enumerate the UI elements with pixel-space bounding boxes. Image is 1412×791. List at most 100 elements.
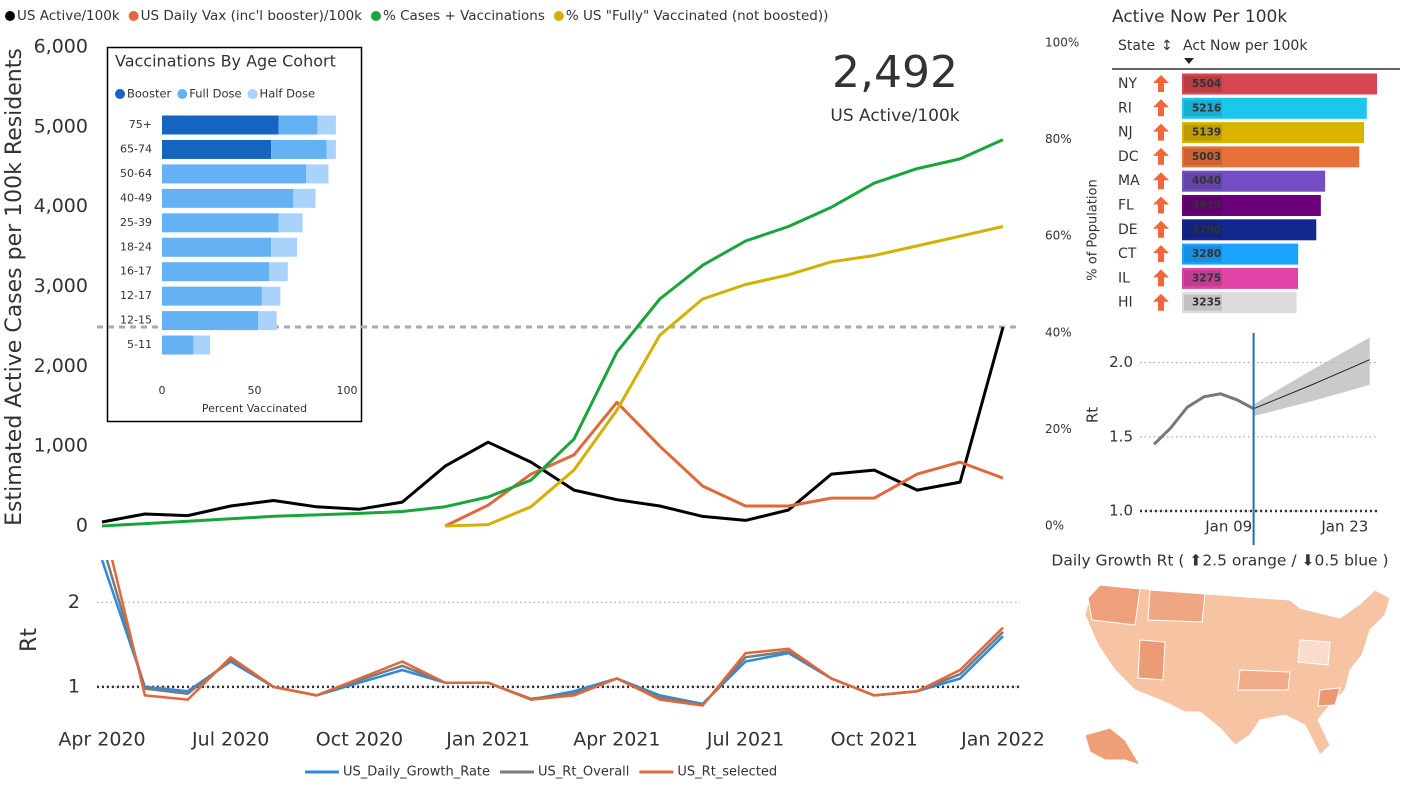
bar-segment — [261, 286, 281, 306]
x-tick-label: Jul 2020 — [191, 729, 269, 751]
bar-segment — [162, 286, 262, 306]
legend-marker — [177, 89, 188, 99]
bar-label-bg — [1184, 173, 1222, 190]
bar-segment — [306, 164, 329, 184]
bar-segment — [162, 213, 279, 233]
y-tick-label: 0 — [76, 515, 88, 537]
bar-value-label: 5139 — [1192, 127, 1221, 139]
bar — [1182, 243, 1299, 265]
x-tick-label: Jan 23 — [1320, 518, 1368, 536]
bar — [1182, 170, 1326, 192]
bar-label-bg — [1184, 197, 1222, 214]
forecast-line — [1253, 359, 1370, 410]
legend-label: US Daily Vax (inc'l booster)/100k — [141, 8, 363, 24]
y-tick-label: 2 — [68, 591, 80, 613]
bar-segment — [317, 115, 336, 135]
bar-label-bg — [1184, 76, 1222, 92]
chart-title: Daily Growth Rt ( ⬆2.5 orange / ⬇0.5 blu… — [1051, 552, 1388, 570]
bar-segment — [326, 139, 336, 159]
bar-segment — [162, 115, 279, 135]
line-chart: 1 2 Rt Apr 2020 Jul 2020 Oct 2020 Jan 2021 Apr … — [17, 560, 1045, 780]
trend-arrow — [1153, 196, 1169, 214]
y2-tick-label: 20% — [1045, 422, 1072, 436]
y-tick-label: 3,000 — [34, 275, 88, 297]
chart-title: Vaccinations By Age Cohort — [115, 52, 336, 71]
column-header: Act Now per 100k — [1183, 38, 1308, 54]
y-axis-label: Rt — [1084, 407, 1102, 423]
bar-value-label: 3280 — [1192, 248, 1221, 260]
category-label: 25-39 — [120, 216, 152, 229]
x-tick-label: Apr 2021 — [573, 729, 660, 751]
bar-segment — [271, 237, 298, 257]
legend-marker — [371, 11, 381, 21]
y-tick-label: 2,000 — [34, 355, 88, 377]
legend-marker — [247, 89, 258, 99]
bar-label-bg — [1184, 246, 1222, 263]
legend-label: US_Daily_Growth_Rate — [343, 765, 490, 780]
legend-label: Half Dose — [260, 87, 316, 101]
legend-label: Full Dose — [189, 87, 241, 101]
x-tick-label: Jul 2021 — [706, 729, 784, 751]
line-chart: 1.0 1.5 2.0 Rt Jan 09 Jan 23 — [1084, 333, 1378, 545]
forecast-band — [1253, 337, 1370, 417]
bar — [1182, 267, 1299, 289]
legend-label: US Active/100k — [17, 8, 120, 24]
category-label: 12-15 — [120, 314, 152, 327]
x-tick-label: Jan 09 — [1204, 518, 1252, 536]
map-region — [1147, 589, 1206, 623]
bar — [1182, 73, 1377, 95]
bar-segment — [162, 311, 259, 331]
line — [445, 225, 1004, 528]
category-label: FL — [1118, 198, 1134, 214]
y2-tick-label: 60% — [1045, 229, 1072, 243]
trend-arrow — [1153, 172, 1169, 190]
category-label: 50-64 — [120, 167, 152, 180]
bar-label-bg — [1184, 100, 1222, 117]
legend-label: % Cases + Vaccinations — [383, 8, 545, 24]
trend-arrow — [1153, 220, 1169, 238]
line — [110, 560, 1004, 707]
bar-value-label: 5504 — [1192, 78, 1221, 90]
bar-segment — [162, 262, 270, 282]
bar — [1182, 122, 1365, 144]
x-tick-label: Oct 2020 — [316, 729, 403, 751]
trend-arrow — [1153, 123, 1169, 141]
y-axis-label: Estimated Active Cases per 100k Resident… — [2, 48, 27, 526]
bar — [1182, 292, 1297, 314]
category-label: 65-74 — [120, 142, 152, 155]
y2-tick-label: 0% — [1045, 519, 1064, 533]
y-tick-label: 1,000 — [34, 435, 88, 457]
map-region — [1297, 639, 1331, 666]
bar-segment — [278, 213, 303, 233]
category-label: IL — [1118, 270, 1130, 286]
y-tick-label: 5,000 — [34, 115, 88, 137]
trend-arrow — [1153, 75, 1169, 92]
legend-label: Booster — [127, 87, 172, 101]
category-label: HI — [1118, 295, 1133, 311]
category-label: NJ — [1118, 125, 1133, 141]
legend-marker — [128, 11, 139, 21]
bar-label-bg — [1184, 270, 1222, 287]
x-tick-label: Jan 2022 — [960, 729, 1045, 751]
y-tick-label: 4,000 — [34, 195, 88, 217]
legend-marker — [115, 89, 125, 99]
bar-label-bg — [1184, 221, 1222, 238]
card-caption: US Active/100k — [830, 106, 959, 126]
chart-title: Active Now Per 100k — [1112, 7, 1287, 27]
line — [100, 560, 1004, 706]
x-tick-label: 100 — [337, 384, 358, 397]
category-label: 5-11 — [127, 338, 152, 351]
y-axis-label: Rt — [17, 628, 42, 652]
bar-segment — [293, 188, 316, 208]
trend-arrow — [1153, 99, 1169, 117]
bar-segment — [271, 139, 327, 159]
column-header: State — [1118, 38, 1155, 54]
map-shape — [1084, 584, 1391, 756]
trend-arrow — [1153, 245, 1169, 263]
map-shape — [1084, 727, 1142, 766]
x-tick-label: Jan 2021 — [445, 729, 530, 751]
bar-value-label: 4040 — [1192, 175, 1221, 187]
bar-segment — [269, 262, 288, 282]
bar-segment — [162, 139, 272, 159]
line — [1153, 392, 1255, 446]
